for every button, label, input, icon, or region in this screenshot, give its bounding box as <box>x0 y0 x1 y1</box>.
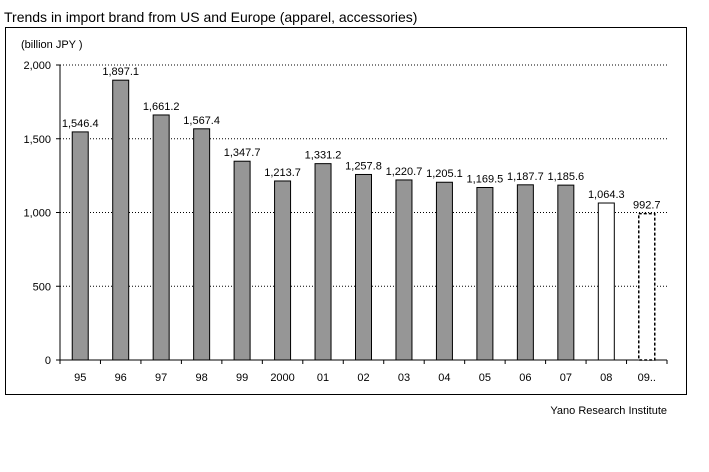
bar-05 <box>476 186 494 361</box>
x-category-label: 95 <box>74 372 86 384</box>
bar-value-label: 1,220.7 <box>386 166 423 178</box>
chart-title: Trends in import brand from US and Europ… <box>4 9 418 25</box>
bar-95 <box>71 131 89 361</box>
bar-value-label: 1,205.1 <box>426 168 463 180</box>
bar-2000 <box>274 180 292 361</box>
bar-99 <box>233 160 251 361</box>
y-tick-label: 1,000 <box>23 208 51 220</box>
bar-07 <box>557 184 575 361</box>
x-category-label: 01 <box>317 372 329 384</box>
bar-02 <box>355 173 372 361</box>
bar-03 <box>395 179 413 361</box>
y-tick-label: 500 <box>33 281 51 293</box>
x-category-label: 98 <box>196 372 208 384</box>
x-category-label: 06 <box>519 372 531 384</box>
bar-value-label: 1,347.7 <box>224 147 261 159</box>
bar-value-label: 1,187.7 <box>507 171 544 183</box>
y-tick-label: 0 <box>45 355 51 367</box>
x-category-label: 08 <box>600 372 612 384</box>
bar-value-label: 1,169.5 <box>467 173 504 185</box>
x-category-label: 04 <box>438 372 450 384</box>
y-axis-unit-label: (billion JPY ) <box>21 39 83 51</box>
bar-value-label: 1,331.2 <box>305 150 342 162</box>
bar-96 <box>112 79 130 361</box>
bar-01 <box>314 163 332 361</box>
bar-97 <box>152 114 170 361</box>
bar-value-label: 1,213.7 <box>264 167 301 179</box>
x-category-label: 07 <box>560 372 572 384</box>
x-category-label: 99 <box>236 372 248 384</box>
bar-04 <box>435 181 453 361</box>
bar-value-label: 1,661.2 <box>143 101 180 113</box>
x-category-label: 2000 <box>270 372 294 384</box>
bar-98 <box>193 128 211 361</box>
bar-value-label: 1,897.1 <box>102 66 139 78</box>
bar-value-label: 1,546.4 <box>62 118 99 130</box>
bar-09.. <box>638 212 656 361</box>
x-category-label: 05 <box>479 372 491 384</box>
bar-06 <box>516 184 534 361</box>
y-tick-label: 2,000 <box>23 60 51 72</box>
bar-value-label: 1,185.6 <box>547 171 584 183</box>
bar-value-label: 1,567.4 <box>183 115 220 127</box>
x-category-label: 97 <box>155 372 167 384</box>
y-tick-label: 1,500 <box>23 134 51 146</box>
bar-value-label: 1,064.3 <box>588 189 625 201</box>
bar-value-label: 992.7 <box>633 200 661 212</box>
x-category-label: 09.. <box>638 372 656 384</box>
source-credit: Yano Research Institute <box>550 405 667 417</box>
x-category-label: 03 <box>398 372 410 384</box>
bar-value-label: 1,257.8 <box>345 160 382 172</box>
chart-frame <box>5 27 687 395</box>
x-category-label: 02 <box>357 372 369 384</box>
x-category-label: 96 <box>115 372 127 384</box>
bar-08 <box>597 202 615 361</box>
